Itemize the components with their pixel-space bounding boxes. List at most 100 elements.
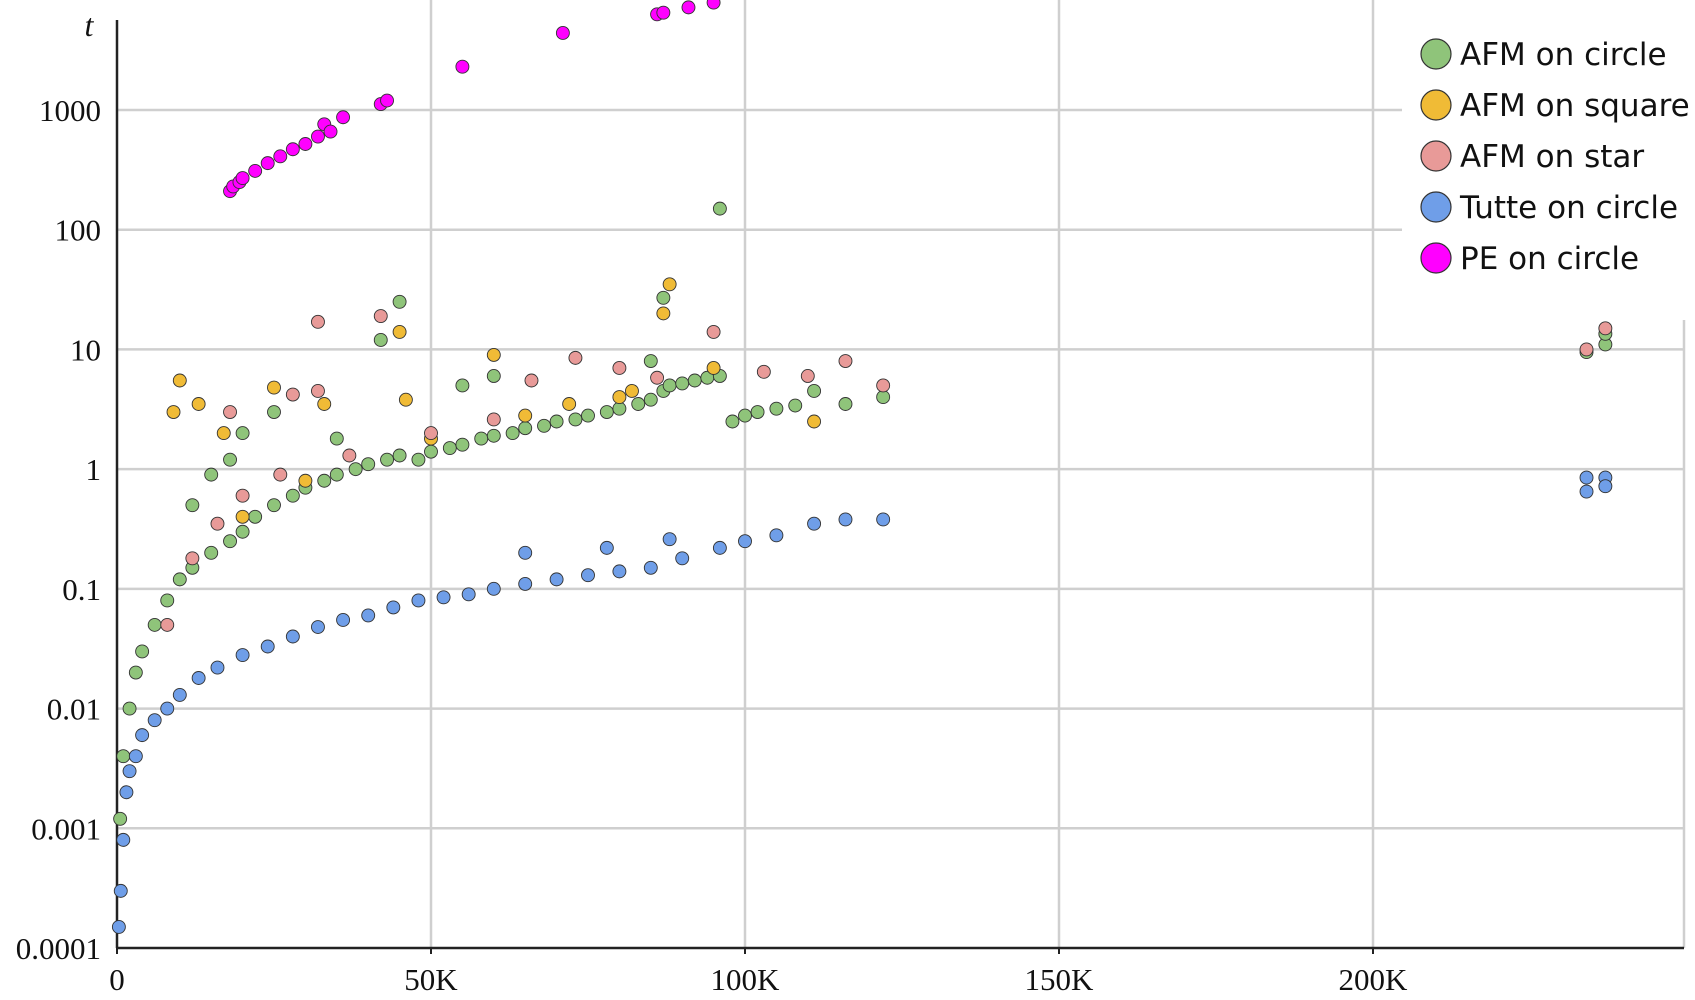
data-point <box>285 488 300 503</box>
data-point <box>461 587 476 602</box>
data-point <box>486 581 501 596</box>
data-point <box>392 294 407 309</box>
series-tutte-on-circle <box>111 470 1613 934</box>
data-point <box>455 437 470 452</box>
data-point <box>147 617 162 632</box>
data-point <box>838 397 853 411</box>
data-point <box>599 405 614 419</box>
data-point <box>392 324 407 339</box>
data-point <box>876 512 891 527</box>
data-point <box>172 687 187 702</box>
legend-item: PE on circle <box>1420 241 1639 277</box>
data-point <box>204 467 219 482</box>
legend-marker <box>1420 242 1452 274</box>
data-point <box>756 364 771 379</box>
data-point <box>738 534 752 549</box>
data-point <box>311 314 325 329</box>
data-point <box>116 832 131 847</box>
data-point <box>285 142 300 157</box>
data-point <box>411 452 426 467</box>
y-tick-label: 0.001 <box>31 811 101 846</box>
data-point <box>361 608 376 623</box>
data-point <box>348 462 363 477</box>
data-point <box>568 350 583 365</box>
data-point <box>562 397 577 411</box>
data-point <box>317 473 332 488</box>
data-point <box>311 129 325 144</box>
legend-label: PE on circle <box>1460 241 1639 277</box>
data-point <box>336 110 351 125</box>
data-point <box>235 648 250 662</box>
data-point <box>549 572 564 587</box>
data-point <box>172 373 187 388</box>
data-point <box>111 919 126 934</box>
legend: AFM on circle AFM on square AFM on star Tut… <box>1402 22 1692 290</box>
data-point <box>1598 321 1613 336</box>
data-point <box>436 590 451 605</box>
data-point <box>311 620 325 634</box>
legend-marker <box>1420 140 1452 172</box>
data-point <box>160 617 175 632</box>
series-afm-on-circle <box>113 201 1613 826</box>
data-point <box>135 644 150 659</box>
data-point <box>486 412 501 427</box>
data-point <box>656 5 671 20</box>
data-point <box>612 390 627 405</box>
series-pe-on-circle <box>223 0 721 199</box>
data-point <box>750 405 765 419</box>
data-point <box>128 749 143 764</box>
legend-label: Tutte on circle <box>1459 190 1678 226</box>
data-point <box>706 361 721 375</box>
data-point <box>160 701 175 716</box>
data-point <box>128 665 143 680</box>
data-point <box>838 354 853 368</box>
data-point <box>361 457 376 472</box>
data-point <box>807 383 822 398</box>
data-point <box>712 201 727 216</box>
data-point <box>876 378 891 393</box>
data-point <box>113 811 128 826</box>
data-point <box>656 290 671 305</box>
legend-item: Tutte on circle <box>1420 190 1678 226</box>
data-point <box>260 639 275 654</box>
y-tick-label: 0.1 <box>62 572 101 607</box>
y-axis-label: t <box>85 7 95 43</box>
legend-label: AFM on circle <box>1460 37 1667 73</box>
data-point <box>807 414 822 429</box>
data-point <box>643 560 658 575</box>
y-tick-label: 0.01 <box>47 692 101 727</box>
data-point <box>273 149 288 164</box>
data-point <box>185 551 200 566</box>
data-point <box>555 26 570 40</box>
data-point <box>769 528 784 543</box>
data-point <box>135 728 150 743</box>
data-points <box>111 0 1613 934</box>
data-point <box>876 390 891 405</box>
data-point <box>706 324 721 339</box>
data-point <box>267 405 281 419</box>
data-point <box>216 426 231 441</box>
data-point <box>223 534 237 549</box>
legend-marker <box>1420 191 1452 223</box>
data-point <box>223 452 237 467</box>
data-point <box>1579 342 1594 357</box>
data-point <box>191 671 206 685</box>
series-afm-on-square <box>166 277 822 524</box>
data-point <box>643 392 658 407</box>
data-point <box>675 551 690 566</box>
x-tick-label: 100K <box>711 962 781 997</box>
data-point <box>298 137 313 151</box>
data-point <box>612 564 627 579</box>
legend-item: AFM on square <box>1420 88 1690 124</box>
tick-labels: 0.0001 0.001 0.01 0.1 1 10 100 1000 0 50K 100K 150K… <box>16 93 1408 997</box>
series-afm-on-star <box>160 309 1613 632</box>
data-point <box>285 629 300 644</box>
axes <box>115 20 1684 954</box>
data-point <box>807 516 822 531</box>
data-point <box>329 467 344 482</box>
data-point <box>505 426 520 441</box>
data-point <box>204 545 219 560</box>
data-point <box>373 309 388 324</box>
data-point <box>712 540 727 555</box>
data-point <box>113 883 128 898</box>
